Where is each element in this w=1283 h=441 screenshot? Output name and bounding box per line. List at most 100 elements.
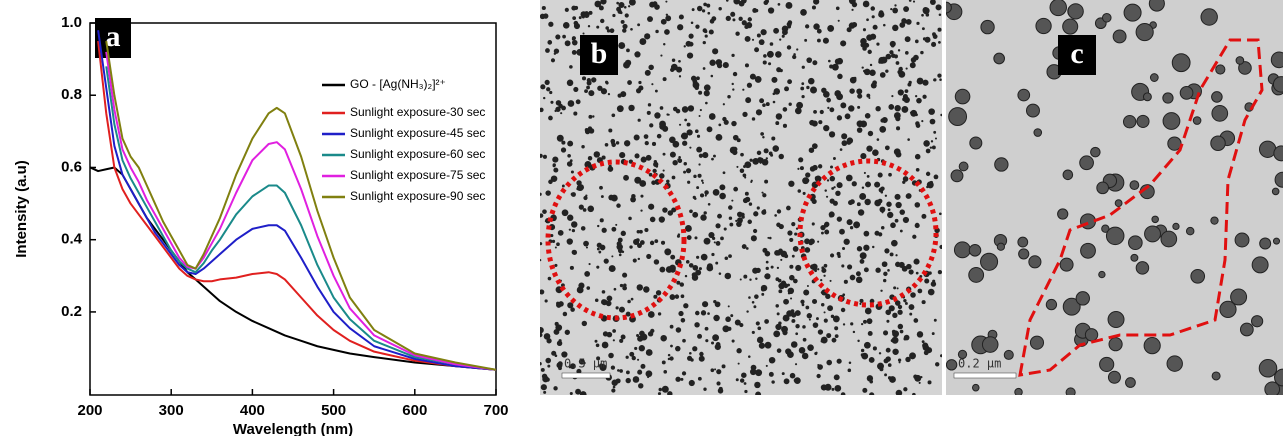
particle <box>571 249 578 255</box>
particle <box>732 146 738 152</box>
particle <box>586 286 591 290</box>
particle <box>615 141 620 145</box>
particle <box>585 242 589 245</box>
particle <box>933 318 937 322</box>
particle <box>608 128 613 133</box>
particle <box>571 36 576 41</box>
particle <box>863 69 866 73</box>
particle <box>692 264 699 271</box>
particle <box>677 24 684 31</box>
particle <box>1273 145 1283 162</box>
particle <box>1166 355 1183 372</box>
particle <box>752 267 759 274</box>
particle <box>901 105 909 113</box>
particle <box>700 214 707 221</box>
x-tick-label: 400 <box>240 402 265 419</box>
particle <box>654 89 658 93</box>
particle <box>1108 337 1123 352</box>
particle <box>922 94 927 99</box>
particle <box>570 192 574 196</box>
particle <box>781 325 788 333</box>
particle <box>816 38 821 43</box>
particle <box>630 27 633 31</box>
particle <box>556 242 560 247</box>
x-tick-label: 700 <box>483 402 508 419</box>
particle <box>713 154 716 158</box>
particle <box>864 307 872 315</box>
particle <box>644 33 651 40</box>
particle <box>902 216 910 224</box>
particle <box>746 310 749 313</box>
particle <box>857 105 861 109</box>
particle <box>540 242 543 246</box>
particle <box>627 5 631 8</box>
particle <box>629 351 635 357</box>
particle <box>809 119 815 126</box>
particle <box>811 298 818 305</box>
particle <box>1239 322 1254 337</box>
particle <box>576 368 582 374</box>
particle <box>886 319 890 323</box>
particle <box>660 240 666 245</box>
particle <box>774 214 777 217</box>
particle <box>748 355 751 358</box>
particle <box>645 370 653 378</box>
particle <box>556 362 563 369</box>
particle <box>938 13 942 17</box>
particle <box>655 290 662 296</box>
particle <box>796 101 804 109</box>
particle <box>798 157 804 163</box>
particle <box>671 175 676 180</box>
particle <box>817 240 820 243</box>
particle <box>933 130 937 134</box>
particle <box>612 385 616 389</box>
particle <box>544 299 548 303</box>
particle <box>832 157 836 160</box>
particle <box>800 299 805 304</box>
particle <box>627 299 631 304</box>
particle <box>708 29 714 35</box>
particle <box>708 113 716 120</box>
particle <box>934 137 938 140</box>
particle <box>690 358 694 362</box>
particle <box>553 167 559 173</box>
particle <box>806 313 813 319</box>
particle <box>808 147 815 153</box>
particle <box>620 19 625 24</box>
particle <box>555 100 562 106</box>
particle <box>895 61 900 65</box>
particle <box>646 110 651 115</box>
particle <box>785 2 793 9</box>
particle <box>672 106 678 112</box>
particle <box>540 332 543 338</box>
particle <box>763 0 769 6</box>
particle <box>764 179 769 184</box>
particle <box>939 244 942 250</box>
particle <box>820 278 823 282</box>
particle <box>625 311 631 317</box>
particle <box>634 51 641 58</box>
particle <box>781 25 789 33</box>
particle <box>683 45 686 48</box>
particle <box>1258 140 1277 158</box>
particle <box>703 2 707 7</box>
particle <box>682 338 686 343</box>
particle <box>647 16 653 23</box>
particle <box>769 360 772 364</box>
particle <box>830 314 835 319</box>
particle <box>802 325 806 329</box>
particle <box>701 9 706 13</box>
particle <box>611 255 614 258</box>
particle <box>630 196 636 203</box>
particle <box>744 63 749 68</box>
particle <box>698 267 702 271</box>
particle <box>696 186 700 190</box>
particle <box>756 336 764 344</box>
particle <box>863 244 870 251</box>
particle <box>724 272 732 280</box>
particle <box>741 372 747 378</box>
particle <box>848 105 855 112</box>
particle <box>828 131 836 138</box>
particle <box>675 376 681 382</box>
particle <box>853 221 861 229</box>
